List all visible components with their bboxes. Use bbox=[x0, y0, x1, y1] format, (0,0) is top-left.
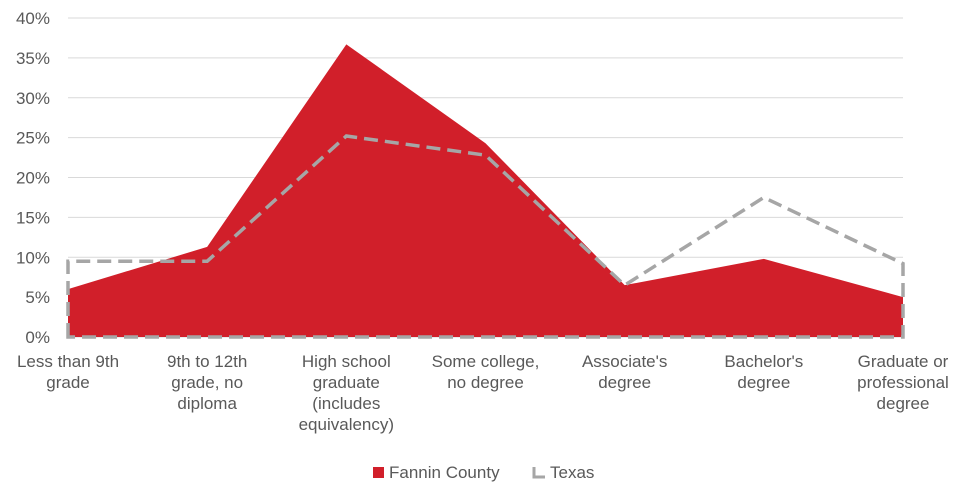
x-category-label: Associate's degree bbox=[582, 352, 667, 392]
y-tick-label: 25% bbox=[16, 129, 50, 148]
x-category-label: Less than 9th grade bbox=[17, 352, 119, 392]
legend-label-texas: Texas bbox=[550, 463, 594, 482]
y-tick-label: 10% bbox=[16, 248, 50, 267]
y-tick-label: 35% bbox=[16, 49, 50, 68]
y-tick-label: 0% bbox=[25, 328, 50, 347]
y-tick-label: 15% bbox=[16, 208, 50, 227]
x-axis: Less than 9th grade 9th to 12th grade, no di… bbox=[17, 352, 949, 434]
y-tick-label: 5% bbox=[25, 288, 50, 307]
x-category-label: Bachelor's degree bbox=[724, 352, 803, 392]
plot-area bbox=[66, 44, 905, 339]
legend: Fannin County Texas bbox=[373, 463, 594, 482]
legend-label-fannin-county: Fannin County bbox=[389, 463, 500, 482]
x-category-label: 9th to 12th grade, no diploma bbox=[167, 352, 247, 413]
legend-swatch-texas bbox=[532, 467, 545, 479]
x-category-label: Graduate or professional degree bbox=[857, 352, 949, 413]
series-area-texas bbox=[66, 134, 905, 339]
y-tick-label: 20% bbox=[16, 169, 50, 188]
legend-swatch-fannin-county bbox=[373, 467, 384, 478]
y-tick-label: 40% bbox=[16, 9, 50, 28]
y-tick-label: 30% bbox=[16, 89, 50, 108]
series-area-fannin-county bbox=[68, 44, 903, 337]
y-axis: 0% 5% 10% 15% 20% 25% 30% 35% 40% bbox=[16, 9, 50, 347]
x-category-label: High school graduate (includes equivalency) bbox=[299, 352, 394, 434]
x-category-label: Some college, no degree bbox=[432, 352, 540, 392]
